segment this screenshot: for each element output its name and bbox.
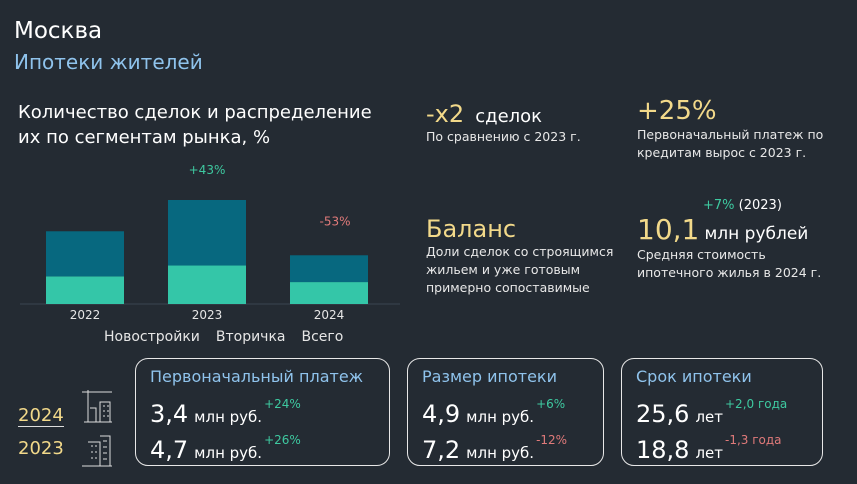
- stat-unit: млн рублей: [704, 224, 809, 244]
- x-tick-label: 2023: [192, 308, 223, 322]
- year-2023: 2023: [18, 438, 64, 459]
- crane-building-icon: [82, 390, 112, 423]
- bar-Новостройки-2024: [290, 282, 368, 304]
- stat-delta: +7%: [703, 198, 735, 213]
- subtitle: Ипотеки жителей: [14, 50, 203, 74]
- card-title: Первоначальный платеж: [150, 367, 364, 386]
- city-title: Москва: [14, 18, 103, 44]
- chart-title: Количество сделок и распределение их по …: [18, 102, 372, 148]
- card-loan-size: Размер ипотеки 4,9 млн руб.+6% 7,2 млн руб…: [407, 358, 604, 466]
- card-title: Размер ипотеки: [422, 367, 557, 386]
- year-2024: 2024: [18, 405, 64, 427]
- stat-downpayment: +25% Первоначальный платеж по кредитам в…: [637, 96, 827, 162]
- bar-Новостройки-2023: [168, 265, 246, 304]
- legend-new: Новостройки: [104, 329, 200, 345]
- change-label: -53%: [319, 214, 350, 228]
- delta: +6%: [536, 397, 566, 411]
- stat-desc: Доли сделок со строящимся жильем и уже г…: [426, 244, 614, 295]
- value: 18,8: [636, 436, 690, 464]
- stat-deals: -x2 сделок По сравнению с 2023 г.: [426, 100, 581, 146]
- stat-desc: Средняя стоимость ипотечного жилья в 202…: [637, 247, 822, 280]
- x-tick-label: 2022: [70, 308, 101, 322]
- stat-price: +7% (2023) 10,1 млн рублей Средняя стоим…: [637, 198, 837, 282]
- delta: -12%: [536, 433, 568, 447]
- stat-value: Баланс: [426, 215, 517, 243]
- value: 4,9: [422, 400, 461, 428]
- card-title: Срок ипотеки: [636, 367, 752, 386]
- delta: -1,3 года: [725, 433, 782, 447]
- change-label: +43%: [189, 163, 226, 177]
- value: 7,2: [422, 436, 461, 464]
- stat-desc: По сравнению с 2023 г.: [426, 129, 581, 144]
- x-tick-label: 2024: [314, 308, 345, 322]
- unit: млн руб.: [466, 408, 535, 426]
- bar-Вторичка-2024: [290, 255, 368, 283]
- legend-secondary: Вторичка: [215, 329, 286, 345]
- value: 25,6: [636, 400, 690, 428]
- value: 3,4: [150, 400, 189, 428]
- card-loan-term: Срок ипотеки 25,6 лет+2,0 года 18,8 лет-1,…: [621, 358, 823, 466]
- delta: +26%: [264, 433, 301, 447]
- bar-chart: 2022 2023 +43% 2024 -53%: [20, 163, 400, 322]
- bar-Вторичка-2023: [168, 200, 246, 266]
- legend-total: Всего: [301, 329, 344, 345]
- stat-value: 10,1: [637, 213, 700, 246]
- unit: млн руб.: [194, 444, 263, 462]
- delta: +2,0 года: [725, 397, 788, 411]
- value: 4,7: [150, 436, 189, 464]
- stat-delta-suffix: (2023): [738, 198, 782, 213]
- unit: лет: [695, 408, 723, 426]
- unit: млн руб.: [466, 444, 535, 462]
- bar-Вторичка-2022: [46, 231, 124, 277]
- unit: млн руб.: [194, 408, 263, 426]
- stat-value: +25%: [637, 96, 717, 126]
- stat-balance: Баланс Доли сделок со строящимся жильем …: [426, 215, 626, 297]
- unit: лет: [695, 444, 723, 462]
- stat-value: -x2: [426, 100, 465, 128]
- stat-unit: сделок: [475, 106, 543, 127]
- buildings-icon: [82, 435, 112, 467]
- chart-legend: Новостройки Вторичка Всего: [104, 329, 343, 345]
- delta: +24%: [264, 397, 301, 411]
- bar-Новостройки-2022: [46, 276, 124, 304]
- card-downpayment: Первоначальный платеж 3,4 млн руб.+24% 4,…: [135, 358, 390, 466]
- stat-desc: Первоначальный платеж по кредитам вырос …: [637, 127, 824, 160]
